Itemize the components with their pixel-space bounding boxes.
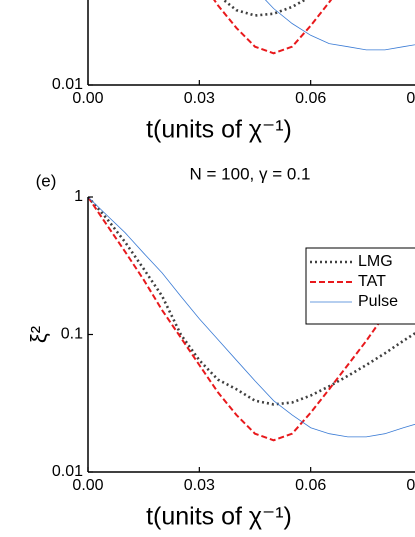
y-tick-label: 1	[74, 188, 83, 205]
line-series	[88, 197, 415, 438]
line-series	[88, 197, 415, 406]
x-axis-label: t(units of χ⁻¹)	[146, 503, 292, 531]
panel-label: (e)	[36, 171, 57, 190]
chart-title: N = 100, γ = 0.1	[190, 164, 311, 183]
x-tick-label: 0.06	[295, 90, 326, 107]
x-tick-label: 0.09	[406, 90, 415, 107]
y-axis-label: ξ²	[26, 326, 51, 343]
legend-label: LMG	[358, 253, 393, 270]
y-tick-label: 0.01	[52, 76, 83, 93]
line-series	[264, 0, 415, 51]
legend-box	[305, 247, 415, 325]
line-series	[221, 0, 308, 17]
x-tick-label: 0.06	[295, 477, 326, 494]
legend-label: Pulse	[358, 293, 398, 310]
x-tick-label: 0.03	[184, 90, 215, 107]
x-tick-label: 0.09	[406, 477, 415, 494]
line-series	[213, 0, 333, 55]
x-tick-label: 0.00	[72, 90, 103, 107]
x-axis-label: t(units of χ⁻¹)	[146, 116, 292, 144]
y-tick-label: 0.01	[52, 463, 83, 480]
x-tick-label: 0.00	[72, 477, 103, 494]
line-series	[88, 197, 415, 442]
x-tick-label: 0.03	[184, 477, 215, 494]
y-tick-label: 0.1	[61, 326, 83, 343]
legend-label: TAT	[358, 273, 386, 290]
